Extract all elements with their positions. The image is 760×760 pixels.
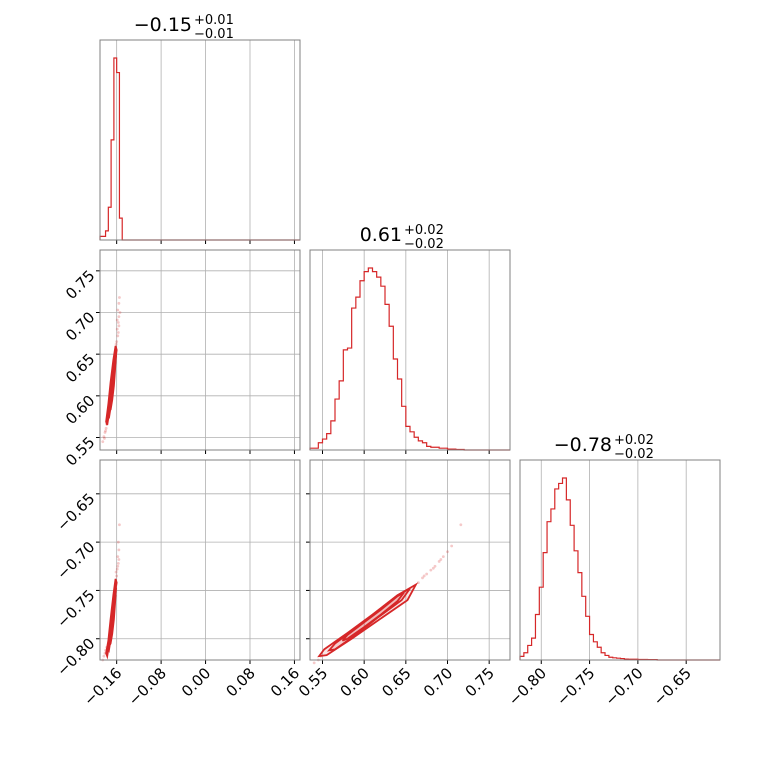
scatter-point: [450, 544, 454, 548]
contour-level: [341, 591, 405, 642]
scatter-point: [102, 435, 106, 439]
x-tick-label: 0.65: [378, 664, 414, 700]
scatter-point: [116, 331, 120, 334]
title-upper: +0.01: [194, 13, 234, 28]
x-tick-label: −0.80: [505, 664, 550, 709]
title-lower: −0.02: [614, 447, 654, 462]
scatter-point: [103, 436, 106, 440]
y-tick-label: 0.55: [62, 433, 98, 469]
scatter-point: [104, 429, 107, 433]
y-tick-label: 0.75: [62, 267, 98, 303]
title-value: 0.61: [360, 224, 402, 246]
scatter-point: [116, 564, 120, 568]
y-tick-label: −0.80: [53, 635, 98, 680]
contour-level: [317, 582, 419, 658]
x-tick-label: 0.00: [178, 664, 214, 700]
scatter-point: [116, 334, 120, 338]
scatter-point: [115, 340, 119, 344]
panel-frame: [309, 249, 511, 451]
y-tick-label: −0.65: [53, 490, 98, 535]
title-lower: −0.02: [404, 237, 444, 252]
scatter-point: [117, 558, 121, 561]
panel-frame: [99, 459, 301, 661]
x-tick-label: 0.70: [420, 664, 456, 700]
title-upper: +0.02: [614, 433, 654, 448]
panel-title-2: −0.78 +0.02−0.02: [554, 433, 654, 462]
scatter-point: [115, 318, 119, 322]
scatter-point: [115, 327, 119, 331]
x-tick-label: −0.16: [80, 664, 125, 709]
scatter-point: [114, 570, 118, 574]
scatter-point: [431, 566, 435, 570]
scatter-point: [439, 558, 443, 561]
scatter-point: [117, 315, 121, 319]
panel-frame: [519, 459, 721, 661]
scatter-point: [101, 440, 105, 444]
y-tick-label: 0.70: [62, 308, 98, 344]
panel-title-0: −0.15 +0.01−0.01: [134, 13, 234, 42]
scatter-point: [437, 560, 441, 563]
scatter-point: [118, 311, 122, 314]
scatter-point: [446, 550, 449, 554]
scatter-point: [429, 568, 433, 572]
y-tick-label: 0.60: [62, 392, 98, 428]
x-tick-label: 0.75: [462, 664, 498, 700]
histogram-line: [309, 267, 510, 451]
x-tick-label: −0.75: [553, 664, 598, 709]
histogram-line: [519, 477, 720, 661]
scatter-point: [104, 426, 108, 430]
x-tick-label: 0.08: [222, 664, 258, 700]
y-tick-label: −0.70: [53, 538, 98, 583]
scatter-point: [433, 564, 437, 568]
x-tick-label: −0.70: [601, 664, 646, 709]
y-tick-label: −0.75: [53, 586, 98, 631]
scatter-point: [118, 523, 121, 527]
scatter-point: [117, 301, 121, 305]
x-tick-label: −0.65: [650, 664, 695, 709]
contour-level: [105, 345, 118, 426]
scatter-point: [441, 555, 445, 559]
scatter-point: [118, 296, 121, 299]
pair-panel-0-2: [96, 459, 301, 664]
scatter-point: [114, 342, 118, 346]
scatter-point: [117, 548, 121, 552]
panel-frame: [99, 249, 301, 451]
title-upper: +0.02: [404, 223, 444, 238]
hist-panel-1: [309, 249, 511, 454]
scatter-point: [459, 523, 463, 527]
scatter-point: [416, 581, 420, 585]
x-tick-label: 0.55: [295, 664, 331, 700]
panel-frame: [99, 39, 301, 241]
x-tick-label: 0.60: [337, 664, 373, 700]
hist-panel-0: [99, 39, 301, 244]
scatter-point: [116, 561, 120, 565]
scatter-point: [117, 324, 121, 328]
scatter-point: [102, 654, 106, 658]
scatter-point: [421, 576, 424, 580]
scatter-point: [312, 661, 316, 665]
title-value: −0.15: [134, 14, 192, 36]
title-value: −0.78: [554, 434, 612, 456]
scatter-point: [425, 572, 429, 576]
scatter-point: [422, 574, 426, 578]
y-tick-label: 0.65: [62, 350, 98, 386]
pair-panel-0-1: [96, 249, 301, 454]
scatter-point: [116, 321, 120, 324]
histogram-line: [99, 57, 300, 241]
x-tick-label: −0.08: [125, 664, 170, 709]
contour-level: [105, 578, 118, 660]
panel-frame: [309, 459, 511, 661]
title-lower: −0.01: [194, 27, 234, 42]
scatter-point: [115, 567, 119, 571]
scatter-point: [116, 555, 120, 559]
pair-panel-1-2: [306, 459, 511, 665]
x-tick-label: 0.16: [267, 664, 303, 700]
hist-panel-2: [519, 459, 721, 664]
scatter-point: [116, 540, 120, 544]
scatter-point: [103, 431, 107, 434]
panel-title-1: 0.61 +0.02−0.02: [360, 223, 444, 252]
scatter-point: [116, 308, 120, 312]
scatter-point: [115, 574, 119, 578]
